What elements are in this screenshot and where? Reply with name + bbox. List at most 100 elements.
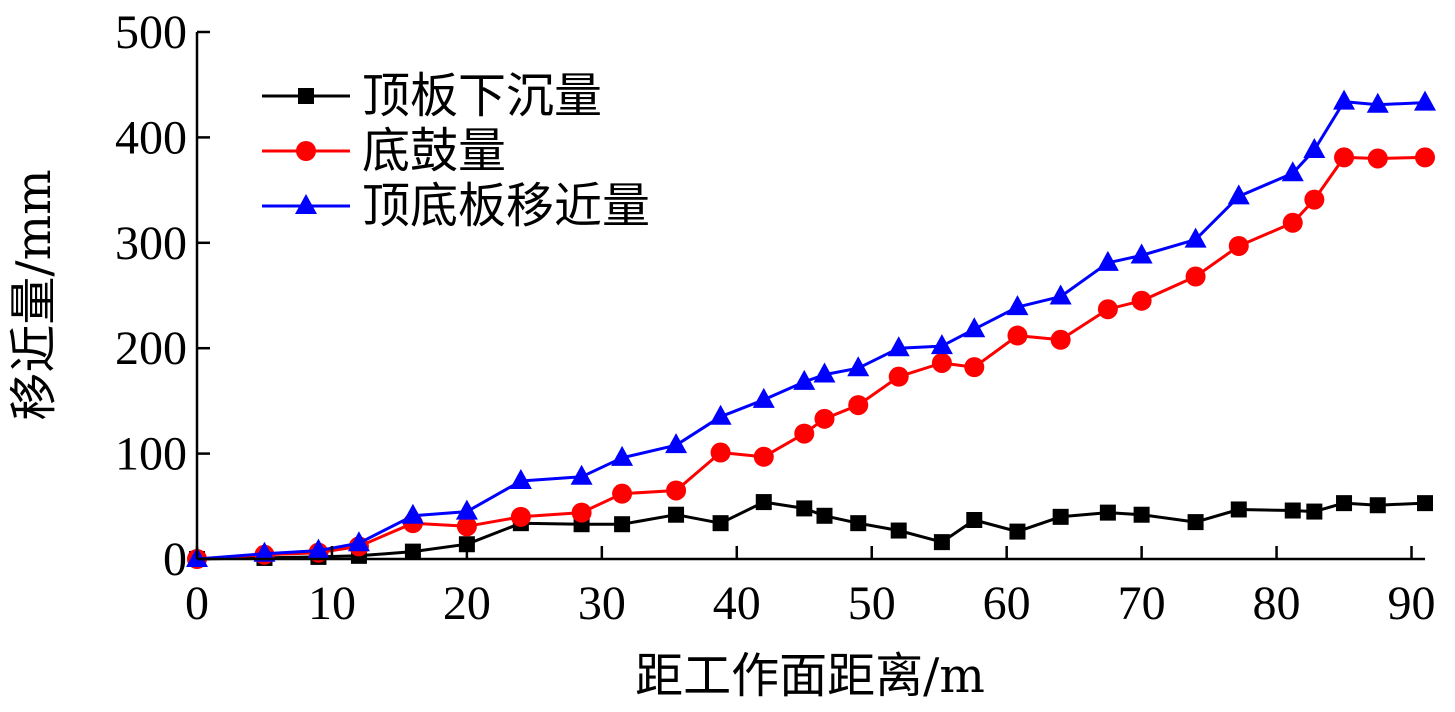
x-tick-label: 20 bbox=[443, 577, 491, 630]
y-tick-label: 400 bbox=[115, 111, 187, 164]
data-point bbox=[571, 502, 592, 523]
data-point bbox=[930, 334, 953, 355]
data-point bbox=[1184, 227, 1207, 248]
data-point bbox=[1130, 243, 1153, 264]
data-point bbox=[887, 336, 910, 357]
data-point bbox=[1415, 147, 1435, 168]
data-point bbox=[963, 317, 986, 338]
data-point bbox=[665, 433, 688, 454]
data-point bbox=[816, 507, 833, 524]
data-point bbox=[611, 445, 634, 466]
data-point bbox=[612, 483, 633, 504]
x-axis-title: 距工作面距离/m bbox=[635, 648, 985, 704]
data-point bbox=[1006, 295, 1029, 316]
x-tick-label: 0 bbox=[185, 577, 209, 630]
data-point bbox=[1366, 92, 1389, 113]
series-square bbox=[189, 494, 1433, 567]
data-point bbox=[1303, 138, 1326, 159]
legend-entry: 底鼓量 bbox=[262, 123, 506, 179]
y-tick-label: 200 bbox=[115, 322, 187, 375]
data-point bbox=[1306, 503, 1323, 520]
data-point bbox=[668, 506, 685, 523]
y-tick-label: 300 bbox=[115, 217, 187, 270]
data-point bbox=[1282, 212, 1303, 233]
data-point bbox=[253, 541, 276, 562]
data-point bbox=[1227, 184, 1250, 205]
data-point bbox=[1367, 148, 1388, 169]
x-tick-label: 80 bbox=[1253, 577, 1301, 630]
data-point bbox=[1333, 89, 1356, 110]
data-point bbox=[456, 516, 477, 537]
legend-marker bbox=[298, 88, 314, 104]
data-point bbox=[509, 469, 532, 490]
y-tick-label: 0 bbox=[163, 533, 187, 586]
data-point bbox=[1187, 514, 1204, 531]
plot-area bbox=[186, 89, 1436, 569]
x-tick-label: 70 bbox=[1118, 577, 1166, 630]
data-point bbox=[890, 522, 907, 539]
data-point bbox=[1185, 266, 1206, 287]
data-point bbox=[1096, 250, 1119, 271]
data-point bbox=[510, 506, 531, 527]
x-tick-label: 50 bbox=[848, 577, 896, 630]
axes: 0 100 200 300 400 500 0 10 20 30 40 50 60 70 80 90 bbox=[115, 6, 1436, 630]
data-point bbox=[1417, 495, 1433, 512]
legend-marker bbox=[296, 141, 316, 161]
data-point bbox=[1007, 325, 1028, 346]
data-point bbox=[850, 515, 867, 532]
data-point bbox=[1097, 299, 1118, 320]
data-point bbox=[1052, 508, 1069, 525]
data-point bbox=[964, 357, 985, 378]
data-point bbox=[752, 387, 775, 408]
data-point bbox=[570, 464, 593, 485]
data-point bbox=[1049, 284, 1072, 305]
data-point bbox=[1050, 329, 1071, 350]
data-point bbox=[1099, 504, 1116, 521]
data-point bbox=[712, 515, 729, 532]
data-point bbox=[1228, 235, 1249, 256]
x-tick-label: 30 bbox=[578, 577, 626, 630]
data-point bbox=[933, 534, 950, 551]
data-point bbox=[796, 500, 813, 517]
data-point bbox=[1281, 161, 1304, 182]
data-point bbox=[847, 356, 870, 377]
data-point bbox=[347, 531, 370, 552]
data-point bbox=[814, 408, 835, 429]
x-tick-label: 60 bbox=[983, 577, 1031, 630]
data-point bbox=[1230, 501, 1247, 518]
legend-entry: 顶板下沉量 bbox=[262, 68, 602, 124]
data-point bbox=[1009, 523, 1026, 540]
data-point bbox=[1304, 189, 1325, 210]
data-point bbox=[793, 369, 816, 390]
data-point bbox=[404, 543, 421, 560]
legend-marker bbox=[295, 194, 317, 214]
data-point bbox=[931, 352, 952, 373]
series-triangle bbox=[186, 89, 1436, 567]
data-point bbox=[966, 512, 983, 529]
data-point bbox=[1131, 290, 1152, 311]
y-tick-label: 500 bbox=[115, 6, 187, 59]
legend-label: 顶底板移近量 bbox=[362, 178, 650, 234]
data-point bbox=[888, 366, 909, 387]
legend-label: 顶板下沉量 bbox=[362, 68, 602, 124]
data-point bbox=[794, 423, 815, 444]
data-point bbox=[710, 442, 731, 463]
legend-entry: 顶底板移近量 bbox=[262, 178, 650, 234]
data-point bbox=[455, 499, 478, 520]
data-point bbox=[753, 446, 774, 467]
data-point bbox=[848, 395, 869, 416]
data-point bbox=[614, 516, 631, 533]
y-axis-title: 移近量/mm bbox=[6, 169, 62, 420]
data-point bbox=[307, 538, 330, 559]
x-tick-label: 90 bbox=[1388, 577, 1436, 630]
data-point bbox=[458, 536, 475, 553]
data-point bbox=[709, 404, 732, 425]
data-point bbox=[1336, 495, 1353, 512]
data-point bbox=[1414, 90, 1436, 111]
data-point bbox=[1284, 502, 1301, 519]
data-point bbox=[401, 503, 424, 524]
data-point bbox=[813, 362, 836, 383]
data-point bbox=[1334, 147, 1355, 168]
